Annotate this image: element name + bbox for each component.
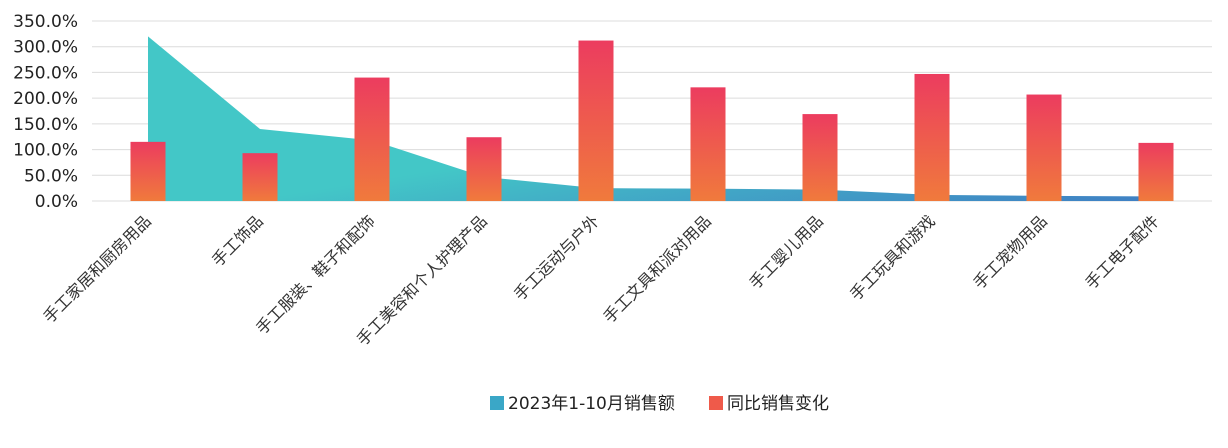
x-category-label: 手工电子配件 bbox=[1082, 211, 1163, 292]
bar-yoy-change bbox=[1026, 94, 1062, 201]
bar-yoy-change bbox=[914, 73, 950, 201]
y-tick-label: 100.0% bbox=[13, 141, 78, 161]
bar-yoy-change bbox=[354, 77, 390, 201]
x-category-label: 手工饰品 bbox=[208, 211, 267, 270]
x-category-label: 手工家居和厨房用品 bbox=[40, 211, 155, 326]
x-category-label: 手工婴儿用品 bbox=[746, 211, 827, 292]
bar-yoy-change bbox=[242, 153, 278, 201]
y-tick-label: 250.0% bbox=[13, 63, 78, 83]
bar-yoy-change bbox=[1138, 142, 1174, 201]
bar-yoy-change bbox=[802, 114, 838, 201]
legend-swatch-yoy bbox=[709, 396, 723, 410]
x-category-label: 手工宠物用品 bbox=[970, 211, 1051, 292]
bar-yoy-change bbox=[578, 40, 614, 201]
legend-swatch-sales bbox=[490, 396, 504, 410]
y-tick-label: 50.0% bbox=[24, 166, 78, 186]
legend-label-yoy: 同比销售变化 bbox=[727, 394, 829, 414]
x-category-label: 手工玩具和游戏 bbox=[846, 211, 939, 304]
legend-label-sales: 2023年1-10月销售额 bbox=[508, 394, 675, 414]
bar-yoy-change bbox=[130, 141, 166, 201]
y-tick-label: 200.0% bbox=[13, 89, 78, 109]
bar-yoy-change bbox=[466, 137, 502, 201]
x-category-label: 手工文具和派对用品 bbox=[600, 211, 715, 326]
y-tick-label: 0.0% bbox=[35, 192, 78, 212]
y-tick-label: 150.0% bbox=[13, 115, 78, 135]
y-tick-label: 300.0% bbox=[13, 38, 78, 58]
y-tick-label: 350.0% bbox=[13, 12, 78, 32]
bar-yoy-change bbox=[690, 87, 726, 201]
area-series-sales bbox=[148, 36, 1156, 201]
x-category-label: 手工服装、鞋子和配饰 bbox=[252, 211, 379, 338]
x-category-label: 手工美容和个人护理产品 bbox=[353, 211, 491, 349]
x-category-label: 手工运动与户外 bbox=[510, 211, 603, 304]
